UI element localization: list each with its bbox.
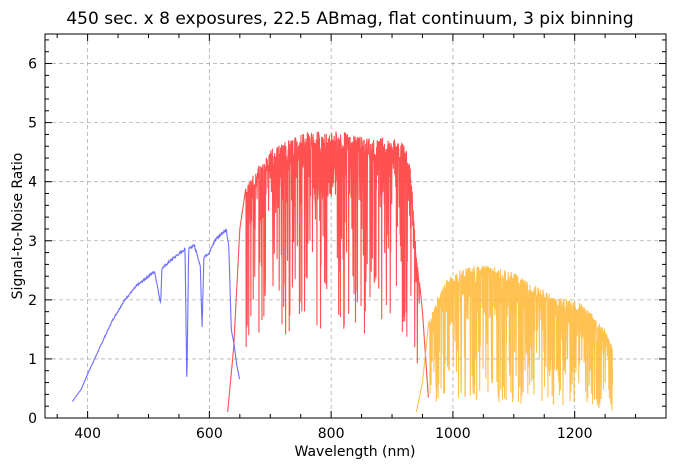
x-axis-label: Wavelength (nm) [295, 444, 416, 460]
y-tick-label-2: 2 [28, 293, 37, 309]
x-tick-label-800: 800 [318, 426, 345, 442]
y-tick-label-0: 0 [28, 411, 37, 427]
y-tick-label-5: 5 [28, 116, 37, 132]
series-line-2 [415, 265, 613, 413]
plot-frame [44, 33, 667, 419]
y-tick-label-6: 6 [28, 57, 37, 73]
y-tick-label-3: 3 [28, 234, 37, 250]
axis-ticks [45, 34, 667, 419]
x-tick-label-600: 600 [196, 426, 223, 442]
y-tick-label-1: 1 [28, 352, 37, 368]
y-axis-label: Signal-to-Noise Ratio [10, 153, 26, 300]
x-tick-label-1000: 1000 [435, 426, 471, 442]
series-line-0 [71, 228, 241, 402]
y-tick-label-4: 4 [28, 175, 37, 191]
x-tick-label-1200: 1200 [557, 426, 593, 442]
tick-labels: 400 600 800 1000 1200 0 1 2 3 4 5 6 [28, 57, 592, 442]
chart-title: 450 sec. x 8 exposures, 22.5 ABmag, flat… [66, 9, 633, 29]
series-line-1 [227, 131, 429, 413]
x-tick-label-400: 400 [74, 426, 101, 442]
series-group [71, 131, 613, 413]
